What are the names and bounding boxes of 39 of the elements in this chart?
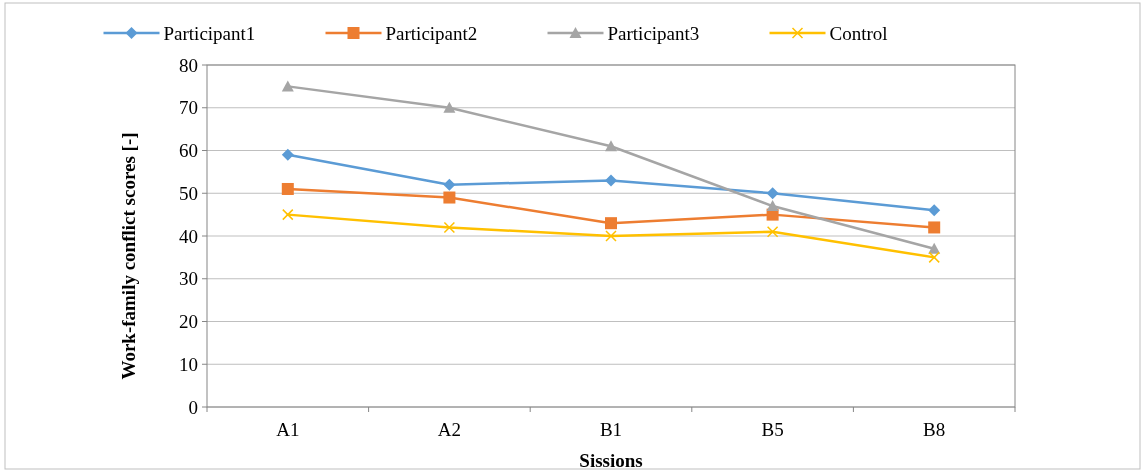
y-tick-label: 40 [179,225,198,247]
point [605,230,617,242]
legend-label: Participant1 [163,23,256,44]
y-axis-title: Work-family conflict scores [-] [118,132,139,380]
y-tick-label: 70 [179,97,198,119]
y-tick-label: 60 [179,140,198,162]
x-tick-label: B1 [599,419,623,440]
legend-label: Participant2 [385,23,478,44]
legend-label: Control [829,23,888,44]
point [443,221,456,234]
point [928,204,941,217]
x-axis-title: Sissions [579,450,643,471]
point [928,242,941,254]
y-tick-label: 0 [188,396,198,418]
point [443,178,456,191]
y-tick-label: 50 [179,182,198,204]
point [605,140,617,152]
y-tick-label: 30 [179,268,198,290]
point [443,101,456,113]
x-tick-label: B5 [761,419,784,440]
y-tick-label: 10 [179,353,198,375]
point [605,174,617,187]
x-tick-label: A2 [437,419,462,440]
y-tick-label: 80 [179,54,198,76]
legend-label: Participant3 [607,23,700,44]
point [281,80,294,92]
point [766,225,779,238]
point [443,191,456,204]
x-tick-label: B8 [923,419,946,440]
point [928,221,941,234]
point [281,148,294,161]
x-tick-label: A1 [276,419,300,440]
point [766,200,779,212]
point [281,182,294,195]
point [282,208,294,221]
y-tick-label: 20 [179,311,198,333]
point [605,217,617,230]
point [766,187,779,200]
point [928,251,940,264]
